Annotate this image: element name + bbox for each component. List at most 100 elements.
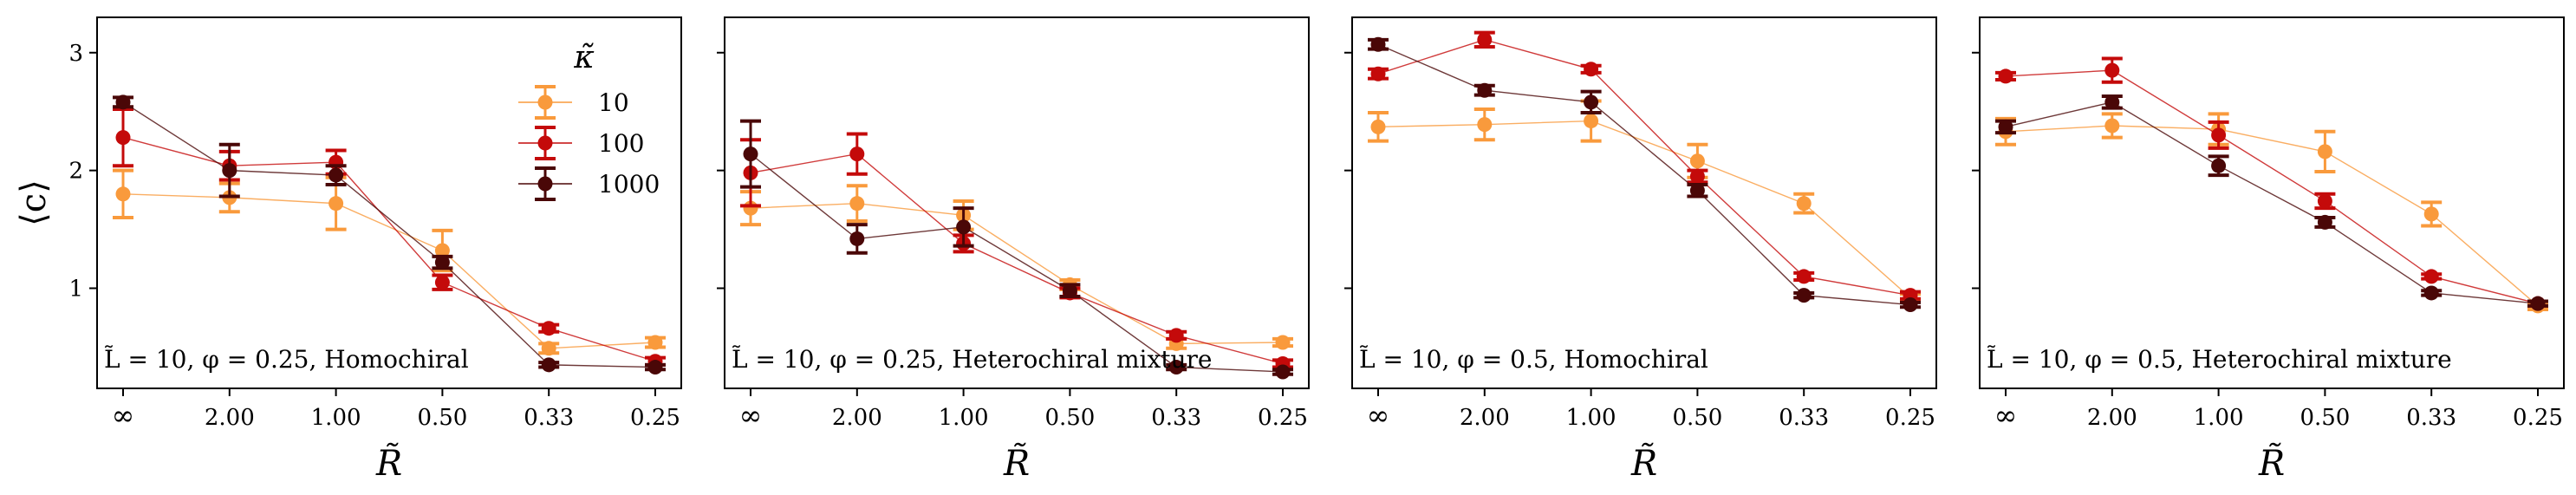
series-100 (1368, 30, 1921, 303)
series-line (750, 202, 1284, 345)
data-point (1275, 364, 1291, 380)
x-tick-label: 0.50 (2300, 405, 2350, 431)
series-line (2005, 69, 2539, 304)
data-point (2104, 118, 2120, 134)
x-axis-label: R̃ (1003, 443, 1030, 484)
panel-annotation: L̃ = 10, φ = 0.25, Heterochiral mixture (732, 345, 1213, 374)
data-point (849, 231, 865, 246)
x-tick-label: 0.25 (630, 405, 680, 431)
data-point (434, 275, 450, 290)
x-axis-label: R̃ (1630, 443, 1657, 484)
legend-swatch-marker (537, 94, 553, 110)
x-tick-label: ∞ (112, 399, 135, 432)
legend-entry-label: 100 (598, 129, 644, 158)
x-tick-label: 2.00 (832, 405, 882, 431)
x-tick-label: 0.50 (1044, 405, 1095, 431)
data-point (2211, 158, 2227, 173)
panel-annotation: L̃ = 10, φ = 0.25, Homochiral (104, 345, 469, 374)
data-point (647, 360, 663, 375)
x-tick-label: 1.00 (939, 405, 989, 431)
data-point (115, 94, 131, 110)
x-axis-label: R̃ (375, 443, 402, 484)
data-point (1796, 196, 1812, 212)
chart-panel-2: ∞ 2.00 1.00 0.50 0.33 0.25 R̃ L̃ = 10, φ = 0.25… (717, 16, 1310, 484)
x-tick-label: 0.33 (2406, 405, 2456, 431)
x-tick-label: 1.00 (1566, 405, 1617, 431)
series-line (122, 101, 656, 368)
x-tick-label: 0.50 (417, 405, 467, 431)
data-point (2317, 193, 2332, 209)
x-tick-label: ∞ (1367, 399, 1390, 432)
data-point (115, 186, 131, 202)
series-1000 (113, 94, 666, 375)
series-100 (1995, 56, 2548, 311)
data-point (849, 147, 865, 162)
x-tick-label: 1.00 (311, 405, 361, 431)
data-point (1796, 288, 1812, 303)
chart-panel-4: ∞ 2.00 1.00 0.50 0.33 0.25 R̃ L̃ = 10, φ = 0.5,… (1972, 16, 2565, 484)
x-tick-label: ∞ (739, 399, 763, 432)
series-10 (1368, 99, 1921, 305)
data-point (541, 321, 556, 336)
panel-annotation: L̃ = 10, φ = 0.5, Heterochiral mixture (1987, 345, 2452, 374)
data-point (2317, 214, 2332, 230)
data-point (956, 219, 972, 235)
data-point (1370, 66, 1386, 81)
x-tick-label: 2.00 (205, 405, 255, 431)
x-tick-label: 0.25 (2513, 405, 2563, 431)
x-tick-label: 0.33 (1151, 405, 1201, 431)
data-point (1477, 32, 1493, 48)
data-point (2423, 206, 2439, 222)
x-tick-label: 0.33 (1779, 405, 1829, 431)
legend: κ̃10 100 1000 (518, 40, 660, 201)
x-tick-label: 2.00 (1460, 405, 1510, 431)
data-point (1168, 360, 1184, 375)
data-point (1584, 114, 1599, 129)
y-tick-label: 1 (68, 277, 83, 303)
data-point (1062, 283, 1077, 298)
data-point (1477, 82, 1493, 98)
series-1000 (740, 119, 1293, 380)
data-point (434, 255, 450, 270)
series-1000 (1995, 94, 2548, 311)
series-10 (113, 168, 666, 356)
data-point (2423, 285, 2439, 301)
data-point (1168, 328, 1184, 343)
series-line (122, 136, 656, 362)
chart-panel-3: ∞ 2.00 1.00 0.50 0.33 0.25 R̃ L̃ = 10, φ = 0.5,… (1344, 16, 1937, 484)
data-point (743, 147, 758, 162)
series-line (1377, 120, 1911, 298)
x-tick-label: 1.00 (2194, 405, 2244, 431)
chart-panel-1: 1 2 3 ∞ 2.00 1.00 0.50 0.33 0.25 R̃ ⟨c⟩ L̃ = 10, φ … (14, 16, 682, 484)
series-1000 (1368, 36, 1921, 313)
x-axis-label: R̃ (2258, 443, 2285, 484)
y-tick-label: 2 (68, 159, 83, 185)
data-point (1275, 335, 1291, 350)
series-line (2005, 101, 2539, 304)
series-10 (1995, 112, 2548, 314)
data-point (1584, 94, 1599, 110)
data-point (541, 357, 556, 373)
series-100 (740, 132, 1293, 371)
x-tick-label: 0.25 (1885, 405, 1935, 431)
data-point (1584, 62, 1599, 77)
legend-entry-label: 1000 (598, 170, 660, 199)
data-point (849, 196, 865, 212)
series-line (2005, 125, 2539, 307)
plot-frame (1351, 16, 1937, 389)
data-point (434, 243, 450, 258)
data-point (1370, 36, 1386, 52)
legend-swatch-marker (537, 135, 553, 151)
data-point (1689, 183, 1705, 199)
data-point (2104, 94, 2120, 110)
y-tick-label: 3 (68, 41, 83, 67)
x-tick-label: 0.50 (1672, 405, 1722, 431)
legend-entry-label: 10 (598, 88, 629, 117)
data-point (1477, 117, 1493, 133)
data-point (1689, 153, 1705, 169)
series-line (750, 153, 1284, 373)
data-point (1689, 168, 1705, 184)
data-point (647, 335, 663, 350)
data-point (1370, 119, 1386, 134)
